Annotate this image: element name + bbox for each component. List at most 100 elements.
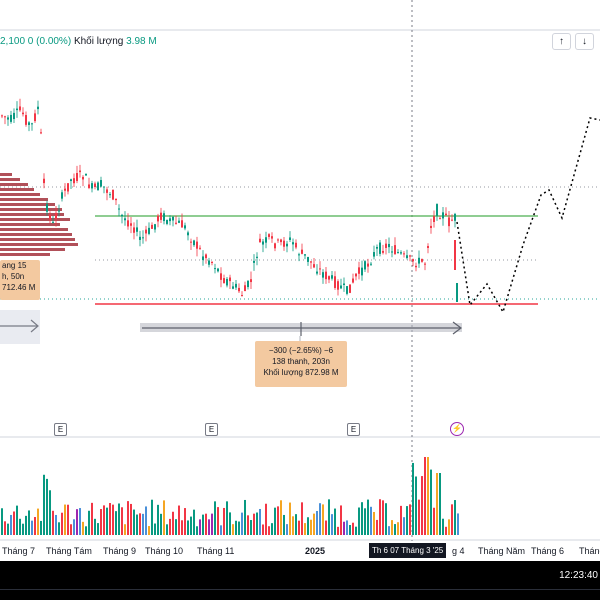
earnings-badge[interactable]: E [347,423,360,436]
candle-body [97,182,99,191]
volume-bar [160,513,162,535]
volume-bar [97,523,99,535]
volume-bar [400,505,402,535]
volume-bar [454,500,456,535]
volume-bar [10,514,12,535]
candle-body [400,252,402,254]
candle-body [262,241,264,245]
volume-bar [235,520,237,535]
volume-bar [388,526,390,535]
volume-bar [25,515,27,535]
candle-body [325,271,327,280]
candle-body [433,216,435,222]
measure-main-line1: −300 (−2.65%) −6 [268,346,334,355]
candle-body [334,276,336,288]
candle-body [229,277,231,282]
volume-bar [322,504,324,535]
candle-body [277,239,279,241]
measure-left-line1: ang 15 [2,261,27,270]
volume-bar [31,520,33,535]
candle-body [319,268,321,270]
candle-body [46,204,48,212]
volume-bar [337,526,339,535]
volume-bar [292,516,294,535]
volume-bar [196,526,198,535]
candle-body [238,287,240,292]
candle-body [4,116,6,118]
profile-bar [0,188,34,191]
candle-body [274,243,276,249]
volume-bar [130,503,132,535]
top-bar [0,0,600,30]
volume-bar [295,514,297,535]
volume-bar [118,503,120,535]
candle-body [79,170,81,173]
volume-bar [178,505,180,535]
volume-bar [187,520,189,535]
candle-body [376,246,378,249]
candle-body [361,267,363,276]
candle-body [190,241,192,243]
volume-bar [13,511,15,535]
volume-bar [277,506,279,535]
lightning-icon[interactable]: ⚡ [450,422,464,436]
volume-bar [166,524,168,535]
candle-body [175,222,177,224]
candle-body [256,256,258,258]
volume-bar [232,524,234,535]
volume-bar [154,523,156,535]
volume-bar [244,499,246,535]
volume-bar [37,508,39,535]
candle-body [13,112,15,120]
candle-body [448,217,450,227]
arrow-up-icon[interactable]: ↑ [552,33,571,50]
arrow-down-icon[interactable]: ↓ [575,33,594,50]
volume-bar [82,521,84,535]
volume-bar [67,504,69,535]
candle-body [25,115,27,125]
volume-bar [433,507,435,535]
earnings-badge[interactable]: E [205,423,218,436]
candle-body [199,247,201,249]
candle-body [109,194,111,196]
candle-body [280,239,282,243]
candle-body [331,275,333,279]
measure-main-line3: Khối lượng 872.98 M [263,368,339,377]
xaxis-label: Tháng 7 [2,546,36,556]
candle-body [394,245,396,255]
candle-body [385,243,387,248]
candle-body [403,253,405,255]
volume-bar [367,499,369,535]
candle-body [172,216,174,221]
earnings-badge[interactable]: E [54,423,67,436]
candle-body [226,278,228,286]
candle-body [241,295,243,297]
candle-body [202,256,204,261]
volume-bar [103,505,105,535]
volume-bar [349,525,351,535]
volume-bar [256,512,258,535]
candle-body [250,279,252,283]
candle-body [145,229,147,234]
volume-bar [361,502,363,535]
volume-bar [394,524,396,535]
candle-body [424,263,426,265]
profile-bar [0,218,70,221]
candles [1,98,458,302]
volume-bar [22,523,24,535]
candle-body [304,254,306,256]
volume-bar [439,473,441,535]
candle-body [10,114,12,122]
volume-bar [100,509,102,535]
volume-bar [124,524,126,535]
clock: 12:23:40 [559,570,598,581]
volume-bar [34,517,36,535]
volume-bar [328,499,330,535]
volume-bar [76,509,78,535]
xaxis-label: Tháng Năm [478,546,526,556]
volume-bar [61,512,63,535]
candle-body [1,115,3,117]
time-axis[interactable]: Tháng 7 Tháng Tám Tháng 9 Tháng 10 Tháng… [0,541,600,561]
candle-body [271,236,273,239]
